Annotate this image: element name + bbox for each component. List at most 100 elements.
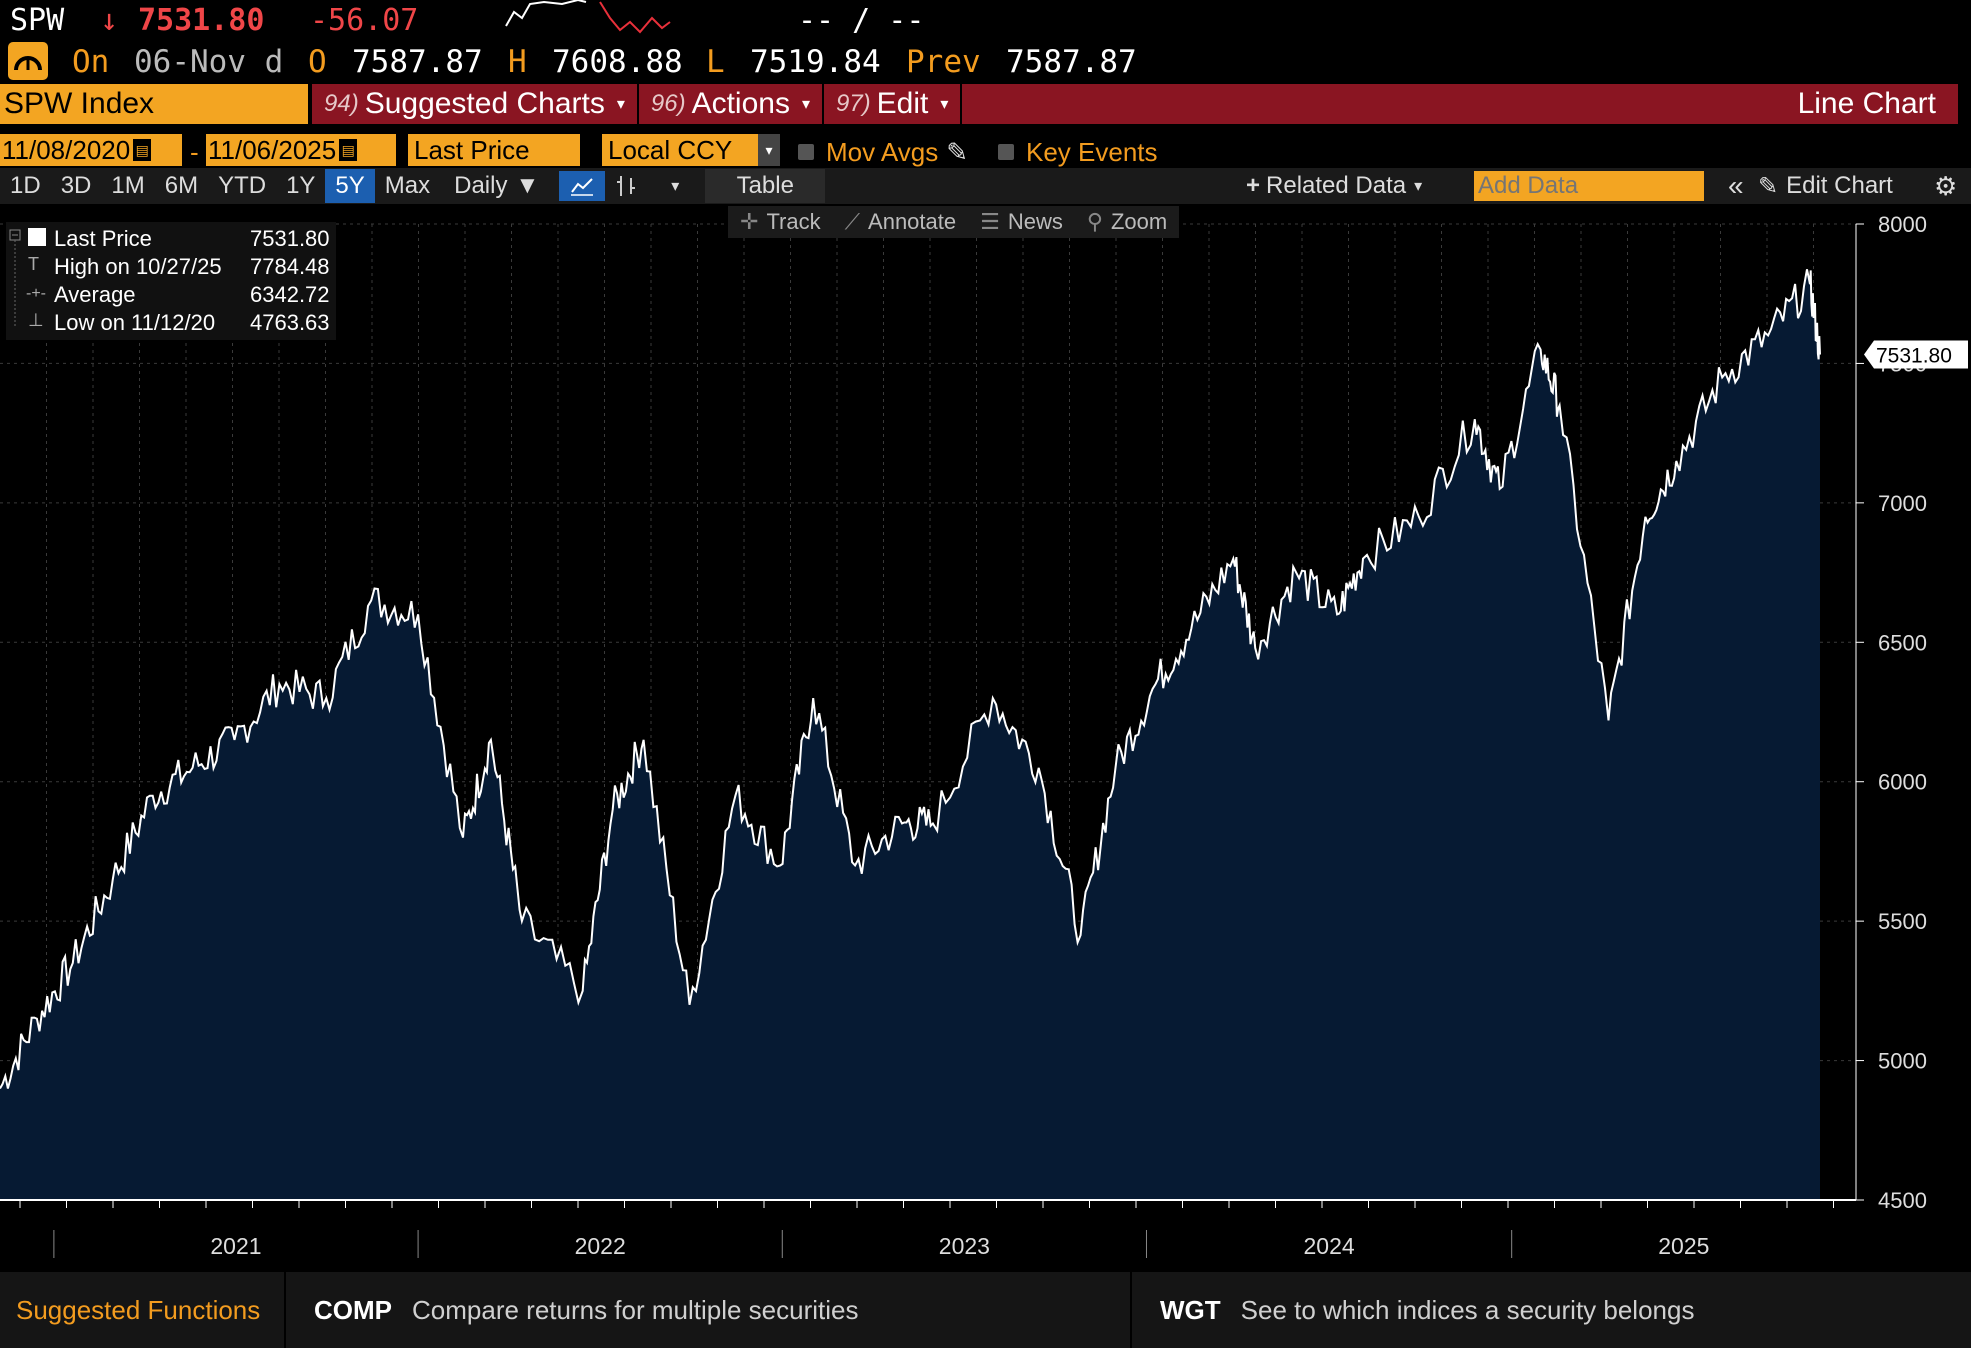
range-button-max[interactable]: Max [384,172,431,199]
pencil-icon[interactable]: ✎ [946,136,969,167]
range-button-1d[interactable]: 1D [10,172,41,199]
range-button-1m[interactable]: 1M [111,172,145,199]
legend-tree-icon: T -+- ⊥ [9,228,46,330]
edit-chart-button[interactable]: ✎ Edit Chart [1748,169,1903,203]
suggested-functions-text: Suggested Functions [16,1294,261,1325]
x-axis: 2021 2022 2023 2024 2025 [19,1200,1834,1259]
track-tool[interactable]: ✛ Track [728,206,833,238]
mov-avgs-label: Mov Avgs [826,136,939,167]
range-button-6m[interactable]: 6M [164,172,199,199]
caret-down-icon: ▼ [515,172,540,199]
related-data-button[interactable]: + Related Data ▾ [1236,169,1432,203]
pencil-icon: ✎ [1758,172,1779,200]
net-change: -56.07 [310,2,419,38]
news-tool[interactable]: ☰ News [968,206,1075,238]
legend-high-value: 7784.48 [250,254,330,279]
sparkline-icon [505,0,671,34]
edit-button[interactable]: 97) Edit ▾ [824,84,963,124]
crosshair-icon: ✛ [740,209,759,234]
end-date-field[interactable]: 11/06/2025 ▤ [206,134,396,166]
start-date-field[interactable]: 11/08/2020 ▤ [0,134,182,166]
last-price-tag [1864,340,1968,369]
y-tick-label: 5000 [1878,1049,1927,1074]
track-label: Track [766,209,821,234]
currency-label: Local CCY [608,134,733,165]
comp-code: COMP [314,1294,392,1325]
y-tick-label: 5500 [1878,909,1927,934]
last-price-label: 7531.80 [1864,340,1968,369]
currency-dropdown[interactable]: Local CCY ▾ [602,134,780,166]
mov-avgs-toggle[interactable]: Mov Avgs ✎ [798,137,968,168]
x-tick-label: 2025 [1658,1233,1709,1259]
range-button-ytd[interactable]: YTD [218,172,267,199]
menu-number: 94) [324,90,359,117]
key-events-label: Key Events [1026,136,1158,167]
frequency-label: Daily [454,172,508,199]
security-field[interactable]: SPW Index [0,84,308,124]
bar-chart-icon[interactable] [605,169,647,203]
y-tick-label: 6000 [1878,770,1927,795]
gear-icon[interactable]: ⚙ [1934,170,1958,201]
speedometer-icon[interactable] [8,42,48,80]
wgt-function[interactable]: WGT See to which indices a security belo… [1132,1272,1971,1348]
range-button-3d[interactable]: 3D [60,172,92,199]
add-data-input[interactable] [1474,171,1704,201]
wgt-code: WGT [1160,1294,1221,1325]
prev-label: Prev [906,44,981,80]
price-area [0,269,1820,1200]
menu-strip: 94) Suggested Charts ▾ 96) Actions ▾ 97)… [312,84,1958,124]
plus-icon: + [1246,172,1261,199]
chart-legend: T -+- ⊥ Last Price 7531.80 High on 10/27… [6,222,336,340]
x-tick-label: 2022 [575,1233,626,1259]
legend-last-label: Last Price [54,226,152,251]
price-chart[interactable]: 45005000550060006500700075008000 2021202… [0,204,1971,1272]
key-events-toggle[interactable]: Key Events [998,137,1158,168]
field-selector[interactable]: Last Price [408,134,580,166]
date-separator: - [190,136,199,167]
x-tick-label: 2023 [939,1233,990,1259]
range-button-5y[interactable]: 5Y [325,169,375,203]
menu-number: 97) [835,90,871,117]
frequency-dropdown[interactable]: Daily ▼ [444,169,549,203]
checkbox-icon[interactable] [798,144,814,160]
open-value: 7587.87 [352,44,483,80]
svg-text:T: T [28,254,39,274]
comp-description: Compare returns for multiple securities [412,1294,859,1325]
actions-button[interactable]: 96) Actions ▾ [639,84,824,124]
actions-label: Actions [691,87,790,120]
range-button-1y[interactable]: 1Y [286,172,316,199]
svg-text:⊥: ⊥ [28,310,44,330]
table-button[interactable]: Table [705,169,826,203]
checkbox-icon[interactable] [998,144,1014,160]
collapse-icon[interactable]: « [1728,170,1744,201]
start-date: 11/08/2020 [2,134,131,165]
y-tick-label: 6500 [1878,630,1927,655]
calendar-icon[interactable]: ▤ [339,139,358,161]
zoom-tool[interactable]: ⚲ Zoom [1075,206,1179,238]
menu-number: 96) [650,90,686,117]
legend-last-value: 7531.80 [250,226,330,251]
caret-down-icon: ▾ [940,96,949,113]
caret-down-icon: ▾ [1414,178,1423,195]
suggested-functions-label: Suggested Functions [0,1272,286,1348]
legend-low-label: Low on 11/12/20 [54,310,216,335]
annotate-tool[interactable]: ⟋ Annotate [833,206,968,238]
suggested-charts-button[interactable]: 94) Suggested Charts ▾ [312,84,639,124]
down-arrow-icon: ↓ [100,2,119,38]
open-label: O [308,44,327,80]
calendar-icon[interactable]: ▤ [133,139,152,161]
news-icon: ☰ [980,209,1000,234]
comp-function[interactable]: COMP Compare returns for multiple securi… [286,1272,1132,1348]
high-value: 7608.88 [552,44,683,80]
bid-ask: -- / -- [798,2,925,38]
price-line [0,269,1821,1089]
end-date: 11/06/2025 [208,134,337,165]
chart-style-caret-icon[interactable]: ▾ [671,178,680,195]
quote-date: 06-Nov d [134,44,284,80]
caret-down-icon: ▾ [801,96,810,113]
chart-tools: ✛ Track ⟋ Annotate ☰ News ⚲ Zoom [728,206,1180,238]
line-chart-icon[interactable] [559,171,606,201]
caret-down-icon: ▾ [616,96,625,113]
low-value: 7519.84 [750,44,881,80]
last-price-tag-text: 7531.80 [1876,345,1952,368]
